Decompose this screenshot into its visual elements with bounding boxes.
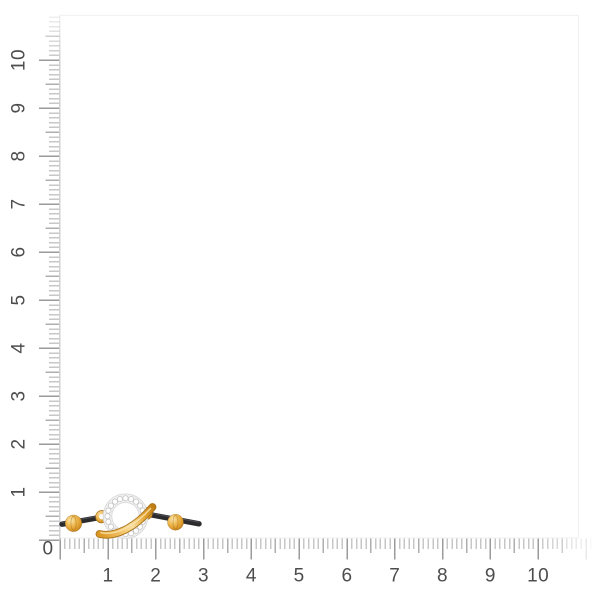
gold-swoosh-bar: [95, 503, 157, 539]
gold-bead-left: [64, 514, 83, 532]
product-image-frame: [59, 14, 579, 539]
horizontal-ruler-ticks: [59, 538, 592, 560]
gold-bead-right: [167, 513, 184, 531]
bracelet-photo: [59, 493, 202, 539]
ruler-corner-zero-label: 0: [42, 538, 54, 560]
vertical-ruler-ticks: [38, 16, 60, 541]
